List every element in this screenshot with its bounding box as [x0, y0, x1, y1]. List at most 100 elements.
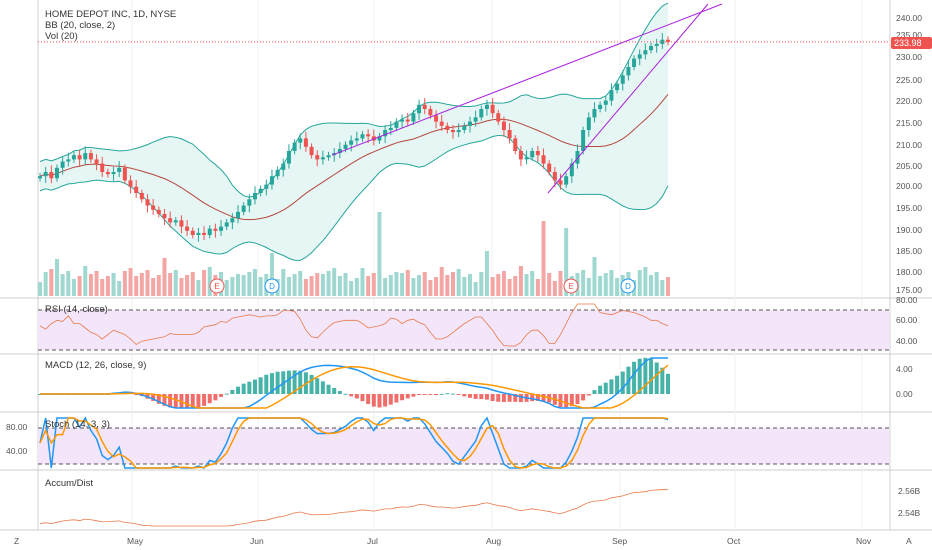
candle-body	[400, 119, 405, 122]
candle-body	[462, 125, 467, 130]
rsi-legend[interactable]: RSI (14, close)	[45, 304, 108, 315]
macd-histogram-bar	[371, 394, 376, 407]
candle-body	[275, 169, 280, 177]
macd-histogram-bar	[632, 361, 637, 394]
volume-bar	[462, 277, 467, 296]
volume-bar	[360, 268, 365, 296]
candle-body	[60, 161, 65, 168]
volume-bar	[371, 273, 376, 296]
wedge-lower-trendline	[547, 3, 709, 194]
macd-legend[interactable]: MACD (12, 26, close, 9)	[45, 360, 147, 371]
auto-scale-button[interactable]: A	[906, 536, 912, 546]
volume-bar	[518, 266, 523, 296]
candle-body	[71, 155, 76, 160]
candle-body	[349, 140, 354, 145]
macd-histogram-bar	[264, 374, 269, 394]
macd-histogram-bar	[360, 394, 365, 402]
macd-histogram-bar	[377, 394, 382, 408]
stoch-tick: 40.00	[6, 446, 28, 456]
candle-body	[66, 159, 71, 162]
candle-body	[439, 121, 444, 126]
volume-bar	[236, 274, 241, 296]
macd-histogram-bar	[179, 394, 184, 408]
volume-bar	[530, 271, 535, 296]
candle-body	[609, 90, 614, 101]
rsi-tick: 80.00	[896, 295, 918, 305]
candle-body	[473, 117, 478, 122]
volume-bar	[77, 276, 82, 296]
candle-body	[530, 151, 535, 158]
macd-histogram-bar	[400, 394, 405, 401]
macd-histogram-bar	[462, 394, 467, 397]
volume-bar	[456, 269, 461, 296]
macd-histogram-bar	[564, 394, 569, 408]
macd-histogram-bar	[660, 367, 665, 394]
volume-bar	[117, 281, 122, 296]
volume-bar	[258, 277, 263, 296]
event-marker-label: D	[625, 282, 631, 291]
volume-bar	[88, 274, 93, 296]
macd-histogram-bar	[309, 374, 314, 394]
bb-legend[interactable]: BB (20, close, 2)	[45, 20, 116, 31]
volume-bar	[100, 279, 105, 296]
candle-body	[626, 67, 631, 76]
volume-bar	[558, 271, 563, 296]
volume-bar	[609, 270, 614, 296]
macd-histogram-bar	[654, 362, 659, 394]
candle-body	[134, 186, 139, 193]
macd-histogram-bar	[207, 394, 212, 404]
volume-bar	[660, 280, 665, 296]
volume-bar	[247, 272, 252, 296]
candle-body	[202, 232, 207, 235]
volume-bar	[552, 281, 557, 296]
stoch-d-line	[39, 417, 669, 469]
candle-body	[371, 136, 376, 141]
volume-bar	[507, 279, 512, 296]
candle-body	[83, 153, 88, 160]
macd-histogram-bar	[298, 370, 303, 394]
price-tick: 220.00	[896, 96, 922, 106]
wedge-upper-trendline	[331, 3, 723, 156]
candle-body	[637, 54, 642, 59]
price-tick: 225.00	[896, 75, 922, 85]
price-tick: 230.00	[896, 52, 922, 62]
candle-body	[111, 172, 116, 175]
macd-histogram-bar	[190, 394, 195, 409]
macd-histogram-bar	[598, 385, 603, 394]
volume-bar	[417, 275, 422, 296]
volume-bar	[383, 278, 388, 296]
symbol-legend[interactable]: HOME DEPOT INC, 1D, NYSE	[45, 9, 177, 20]
candle-body	[196, 232, 201, 235]
zoom-button[interactable]: Z	[14, 536, 20, 546]
macd-tick: 4.00	[896, 364, 913, 374]
stoch-tick: 80.00	[6, 422, 28, 432]
time-label-nov: Nov	[856, 536, 872, 546]
macd-histogram-bar	[168, 394, 173, 408]
stoch-legend[interactable]: Stoch (14, 3, 3)	[45, 419, 110, 430]
volume-bar	[49, 269, 54, 296]
candle-body	[467, 121, 472, 126]
candle-body	[615, 83, 620, 91]
price-tick: 215.00	[896, 118, 922, 128]
volume-bar	[320, 274, 325, 296]
volume-bar	[332, 268, 337, 296]
volume-bar	[598, 276, 603, 296]
macd-histogram-bar	[434, 394, 439, 395]
macd-histogram-bar	[286, 370, 291, 394]
volume-bar	[394, 272, 399, 296]
volume-bar	[484, 251, 489, 296]
macd-histogram-bar	[241, 383, 246, 394]
volume-bar	[207, 267, 212, 296]
ad-legend[interactable]: Accum/Dist	[45, 478, 94, 489]
volume-bar	[354, 278, 359, 296]
candle-body	[586, 117, 591, 130]
candle-body	[354, 138, 359, 141]
candle-body	[320, 157, 325, 160]
event-marker	[209, 278, 225, 294]
macd-histogram-bar	[405, 394, 410, 399]
volume-legend[interactable]: Vol (20)	[45, 31, 78, 42]
volume-bar	[422, 272, 427, 296]
macd-histogram-bar	[354, 394, 359, 399]
